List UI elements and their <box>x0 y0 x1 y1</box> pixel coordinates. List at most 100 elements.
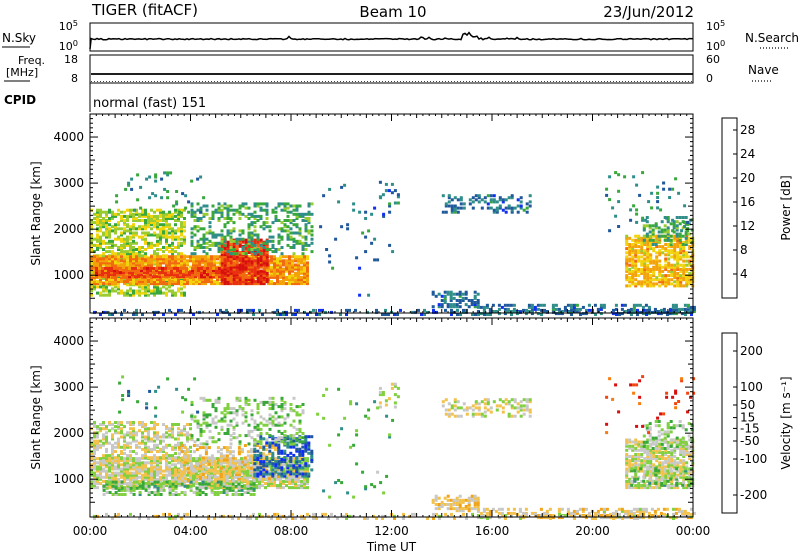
data-cell <box>497 307 501 311</box>
data-cell <box>180 308 183 312</box>
data-cell <box>297 479 300 483</box>
data-cell <box>641 218 645 222</box>
nave-tick-bottom: 0 <box>706 72 713 85</box>
data-cell <box>642 234 646 238</box>
data-cell <box>177 280 180 284</box>
data-cell <box>117 237 120 241</box>
data-cell <box>169 171 173 175</box>
data-cell <box>651 310 654 314</box>
data-cell <box>646 236 650 240</box>
data-cell <box>643 274 647 278</box>
data-cell <box>285 255 288 259</box>
data-cell <box>159 231 162 235</box>
data-cell <box>226 259 230 263</box>
data-cell <box>174 477 177 481</box>
data-cell <box>207 278 210 281</box>
data-cell <box>99 285 102 289</box>
data-cell <box>564 308 567 312</box>
data-cell <box>658 265 662 269</box>
data-cell <box>504 310 507 314</box>
data-cell <box>679 240 683 244</box>
data-cell <box>631 274 635 278</box>
data-cell <box>669 222 673 226</box>
data-cell <box>373 258 377 262</box>
data-cell <box>144 278 147 281</box>
data-cell <box>393 189 397 193</box>
data-cell <box>141 263 144 267</box>
data-cell <box>115 200 119 204</box>
data-cell <box>285 282 288 286</box>
data-cell <box>156 280 159 284</box>
data-cell <box>300 461 303 465</box>
data-cell <box>253 246 257 249</box>
data-cell <box>99 227 102 231</box>
data-cell <box>692 310 696 313</box>
data-cell <box>234 459 237 463</box>
data-cell <box>648 238 652 242</box>
data-cell <box>252 313 255 316</box>
data-cell <box>220 263 224 267</box>
data-cell <box>182 266 185 270</box>
data-cell <box>135 484 138 488</box>
data-cell <box>294 486 297 490</box>
data-cell <box>150 255 153 259</box>
data-cell <box>223 223 227 227</box>
data-cell <box>235 265 239 269</box>
data-cell <box>90 263 93 267</box>
data-cell <box>265 253 269 257</box>
data-cell <box>276 278 279 281</box>
data-cell <box>111 259 114 263</box>
data-cell <box>135 308 138 312</box>
data-cell <box>189 259 192 263</box>
data-cell <box>159 287 162 291</box>
data-cell <box>156 252 159 256</box>
data-cell <box>183 229 186 233</box>
data-cell <box>682 253 686 257</box>
data-cell <box>250 248 254 251</box>
data-cell <box>241 263 245 267</box>
data-cell <box>162 484 165 488</box>
data-cell <box>558 310 561 314</box>
data-cell <box>599 305 603 309</box>
data-cell <box>210 471 213 475</box>
data-cell <box>159 259 162 263</box>
data-cell <box>132 463 135 467</box>
data-cell <box>495 206 499 210</box>
data-cell <box>283 208 287 212</box>
data-cell <box>96 208 99 212</box>
data-cell <box>258 475 261 479</box>
data-cell <box>129 252 132 256</box>
data-cell <box>560 310 564 313</box>
data-cell <box>654 222 658 226</box>
data-cell <box>220 208 224 212</box>
data-cell <box>210 465 213 469</box>
data-cell <box>165 263 168 267</box>
data-cell <box>250 280 254 284</box>
data-cell <box>246 482 249 485</box>
data-cell <box>216 261 219 265</box>
data-cell <box>539 303 543 307</box>
data-cell <box>210 486 213 490</box>
data-cell <box>235 269 239 273</box>
data-cell <box>147 467 150 471</box>
data-cell <box>500 305 504 309</box>
data-cell <box>222 461 225 465</box>
data-cell <box>102 223 105 227</box>
data-cell <box>670 278 674 282</box>
data-cell <box>141 282 144 286</box>
data-cell <box>259 225 263 229</box>
data-cell <box>129 467 132 471</box>
data-cell <box>473 303 477 307</box>
data-cell <box>249 475 252 479</box>
data-cell <box>144 219 147 222</box>
data-cell <box>279 477 282 481</box>
data-cell <box>192 263 195 267</box>
data-cell <box>676 278 680 282</box>
data-cell <box>105 285 108 289</box>
data-cell <box>150 459 153 463</box>
data-cell <box>673 253 677 257</box>
data-cell <box>144 239 147 243</box>
data-cell <box>223 278 227 281</box>
